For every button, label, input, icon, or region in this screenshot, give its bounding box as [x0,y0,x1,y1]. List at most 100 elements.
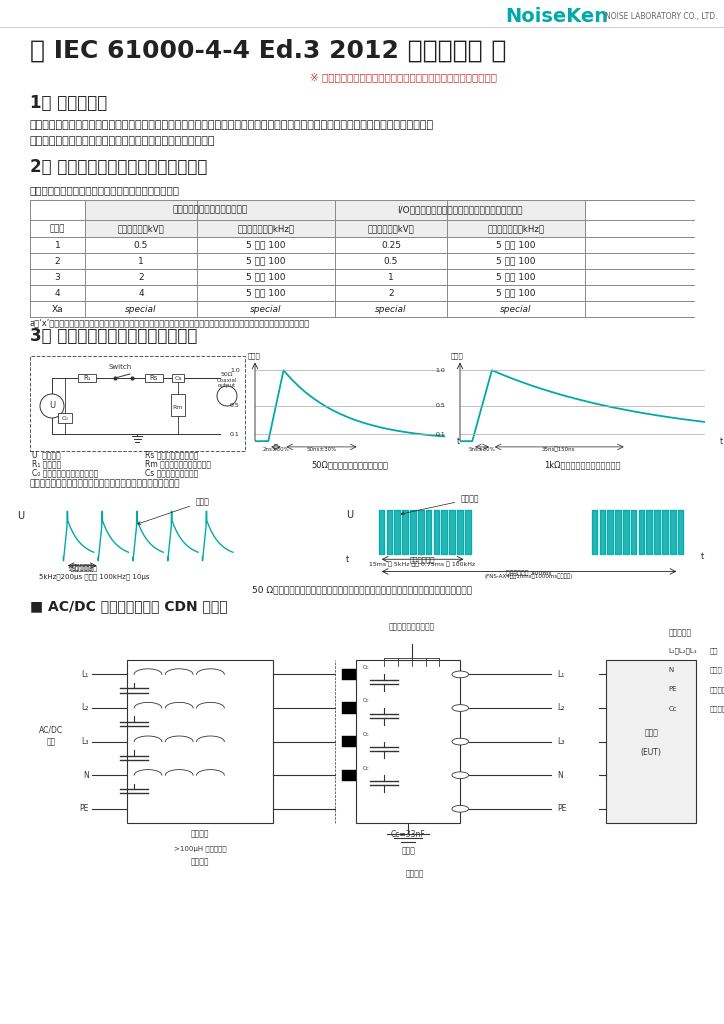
Text: 50Ω: 50Ω [221,372,233,377]
Text: 1kΩ負荷でのパルス波形の詳細: 1kΩ負荷でのパルス波形の詳細 [544,460,620,469]
Text: output: output [218,383,236,387]
Text: 結合コンデンサ: 結合コンデンサ [710,706,724,713]
Circle shape [452,806,468,812]
Text: Cc: Cc [668,706,677,712]
Bar [78,374,96,382]
Bar [342,702,363,714]
Text: フィルタ: フィルタ [191,829,209,839]
Text: L₁: L₁ [82,670,89,679]
Text: 試験発生器からの信号: 試験発生器からの信号 [389,623,435,632]
Text: N: N [83,771,89,779]
Text: R₁: R₁ [83,375,90,381]
Text: 1: 1 [54,241,60,250]
Text: 結合部: 結合部 [401,847,415,856]
Text: 5kHzで200μs または 100kHzで 10μs: 5kHzで200μs または 100kHzで 10μs [38,573,149,580]
Bar [335,200,585,220]
Text: 5 又は 100: 5 又は 100 [496,256,536,265]
Text: 4: 4 [55,289,60,298]
Text: ■ AC/DC 電源供給ポート CDN 回路図: ■ AC/DC 電源供給ポート CDN 回路図 [30,599,227,613]
Circle shape [217,386,237,406]
Text: 35ns～150ns: 35ns～150ns [542,446,575,453]
Text: Cc: Cc [363,665,370,670]
Bar [145,374,163,382]
Text: Cc=33nF: Cc=33nF [391,829,426,839]
Text: 開回路出力試験電圧及びインパルスの繰り返し周波数: 開回路出力試験電圧及びインパルスの繰り返し周波数 [30,185,180,195]
Text: 1.0: 1.0 [230,368,240,373]
Text: N: N [557,771,563,779]
Circle shape [452,738,468,745]
Text: 保護接地: 保護接地 [710,686,724,693]
Text: 4: 4 [138,289,144,298]
Text: special: special [251,304,282,313]
Circle shape [452,671,468,678]
Text: この規格は、誘導性負荷機器の接点遷断に伴うギャップ放電などによって発生する、繰返しが早いトランジェント妊害にさらされた場合: この規格は、誘導性負荷機器の接点遷断に伴うギャップ放電などによって発生する、繰返… [30,120,434,130]
Text: 1.0: 1.0 [436,368,445,373]
Text: 50Ω負荷でのパルス波形の詳細: 50Ω負荷でのパルス波形の詳細 [311,460,389,469]
Text: 中性点: 中性点 [710,667,723,673]
Text: 1: 1 [388,272,394,282]
Text: C₀: C₀ [62,416,69,421]
Text: パルス周期: パルス周期 [72,563,93,570]
Text: N: N [668,667,674,673]
Text: Cc: Cc [363,698,370,703]
Bar [342,770,363,780]
Text: Rs インパルス成形抗抗: Rs インパルス成形抗抗 [145,450,198,459]
Text: 減結合部: 減結合部 [191,858,209,866]
Text: 5ns±30%: 5ns±30% [468,447,495,453]
Text: 0.5: 0.5 [436,403,445,409]
Text: 5 又は 100: 5 又は 100 [246,272,286,282]
Text: Rm: Rm [173,406,183,410]
Bar [58,413,72,423]
Text: 2ns±30%: 2ns±30% [263,447,290,453]
Text: >100μH フェライト: >100μH フェライト [174,846,227,852]
Circle shape [40,394,64,418]
Bar [172,374,184,382]
Text: 5 又は 100: 5 又は 100 [246,241,286,250]
Bar [342,736,363,748]
Text: バースト: バースト [401,495,479,515]
Text: L₁: L₁ [557,670,565,679]
Text: (FNS-AX4では10ms～1000msまで可能): (FNS-AX4では10ms～1000msまで可能) [485,573,573,579]
Text: special: special [375,304,407,313]
Text: 電圧比: 電圧比 [450,352,463,359]
Text: 5 又は 100: 5 又は 100 [246,256,286,265]
Text: 5 又は 100: 5 又は 100 [496,272,536,282]
Text: AC/DC
電源: AC/DC 電源 [39,726,63,746]
Text: L₃: L₃ [82,737,89,746]
Text: 0.5: 0.5 [230,403,240,409]
Text: NoiseKen: NoiseKen [505,7,608,27]
Bar [127,660,273,823]
Text: バースト継続: バースト継続 [410,557,435,563]
Text: Switch: Switch [109,364,132,370]
Text: 5 又は 100: 5 又は 100 [246,289,286,298]
Text: R₁ 充電抗抗: R₁ 充電抗抗 [32,459,62,468]
Text: PE: PE [557,804,567,813]
Text: 繰返し周波数（kHz）: 繰返し周波数（kHz） [487,224,544,233]
Text: U: U [17,511,24,521]
Bar [85,220,335,237]
Text: 5 又は 100: 5 又は 100 [496,241,536,250]
Text: Rm インピーダンス整合抗抗: Rm インピーダンス整合抗抗 [145,459,211,468]
Text: 構成要素：: 構成要素： [668,628,691,637]
Text: L₂: L₂ [557,703,565,713]
Text: L₁、L₂、L₃: L₁、L₂、L₃ [668,647,697,653]
Bar [335,220,585,237]
Text: 2: 2 [138,272,144,282]
Text: 15ms で 5kHz 又は 0.75ms で 100kHz: 15ms で 5kHz 又は 0.75ms で 100kHz [369,561,476,567]
Text: 電圧比: 電圧比 [248,352,260,359]
Text: Cs: Cs [174,376,182,381]
Text: 供試品: 供試品 [644,729,658,737]
Text: L₃: L₃ [557,737,565,746]
Text: 1／繰返し周波数: 1／繰返し周波数 [67,566,97,572]
Text: パルス: パルス [138,498,209,524]
Text: U: U [49,401,55,411]
Circle shape [452,772,468,778]
Text: Cc: Cc [363,732,370,737]
Text: PE: PE [80,804,89,813]
Text: U  高圧電源: U 高圧電源 [32,450,61,459]
Text: 1: 1 [138,256,144,265]
Text: 0.25: 0.25 [381,241,401,250]
Text: 電源ポート、保護接地に対して: 電源ポート、保護接地に対して [172,206,248,214]
Text: 5 又は 100: 5 又は 100 [496,289,536,298]
Text: 電圧ピーク（kV）: 電圧ピーク（kV） [117,224,164,233]
